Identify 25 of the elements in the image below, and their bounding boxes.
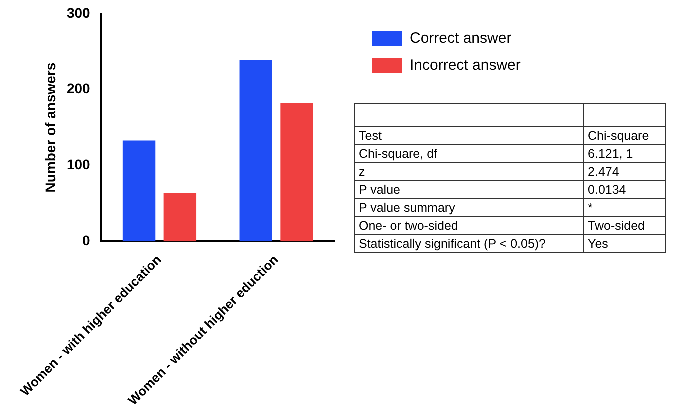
text: Yes (584, 234, 666, 252)
text: P value (354, 180, 584, 198)
legend-label: Incorrect answer (410, 57, 521, 74)
bar (240, 60, 272, 242)
y-tick-label: 200 (66, 80, 91, 97)
y-tick-label: 0 (82, 232, 90, 248)
text: Chi-square, df (354, 144, 584, 162)
bar (164, 193, 197, 242)
text: Two-sided (584, 216, 666, 234)
text: z (354, 162, 584, 180)
bar (280, 104, 314, 242)
text: One- or two-sided (354, 216, 584, 234)
text: P value summary (354, 198, 584, 216)
y-tick-label: 300 (66, 4, 91, 21)
y-tick-label: 100 (66, 156, 91, 173)
y-axis-title: Number of answers (42, 62, 58, 193)
text: Chi-square (584, 126, 666, 144)
text: Statistically significant (P < 0.05)? (354, 234, 584, 252)
text: 0.0134 (584, 180, 666, 198)
text: 2.474 (584, 162, 666, 180)
text: Test (354, 126, 584, 144)
legend-label: Correct answer (410, 30, 512, 47)
text: 6.121, 1 (584, 144, 666, 162)
text: * (584, 198, 666, 216)
bar (122, 140, 156, 242)
